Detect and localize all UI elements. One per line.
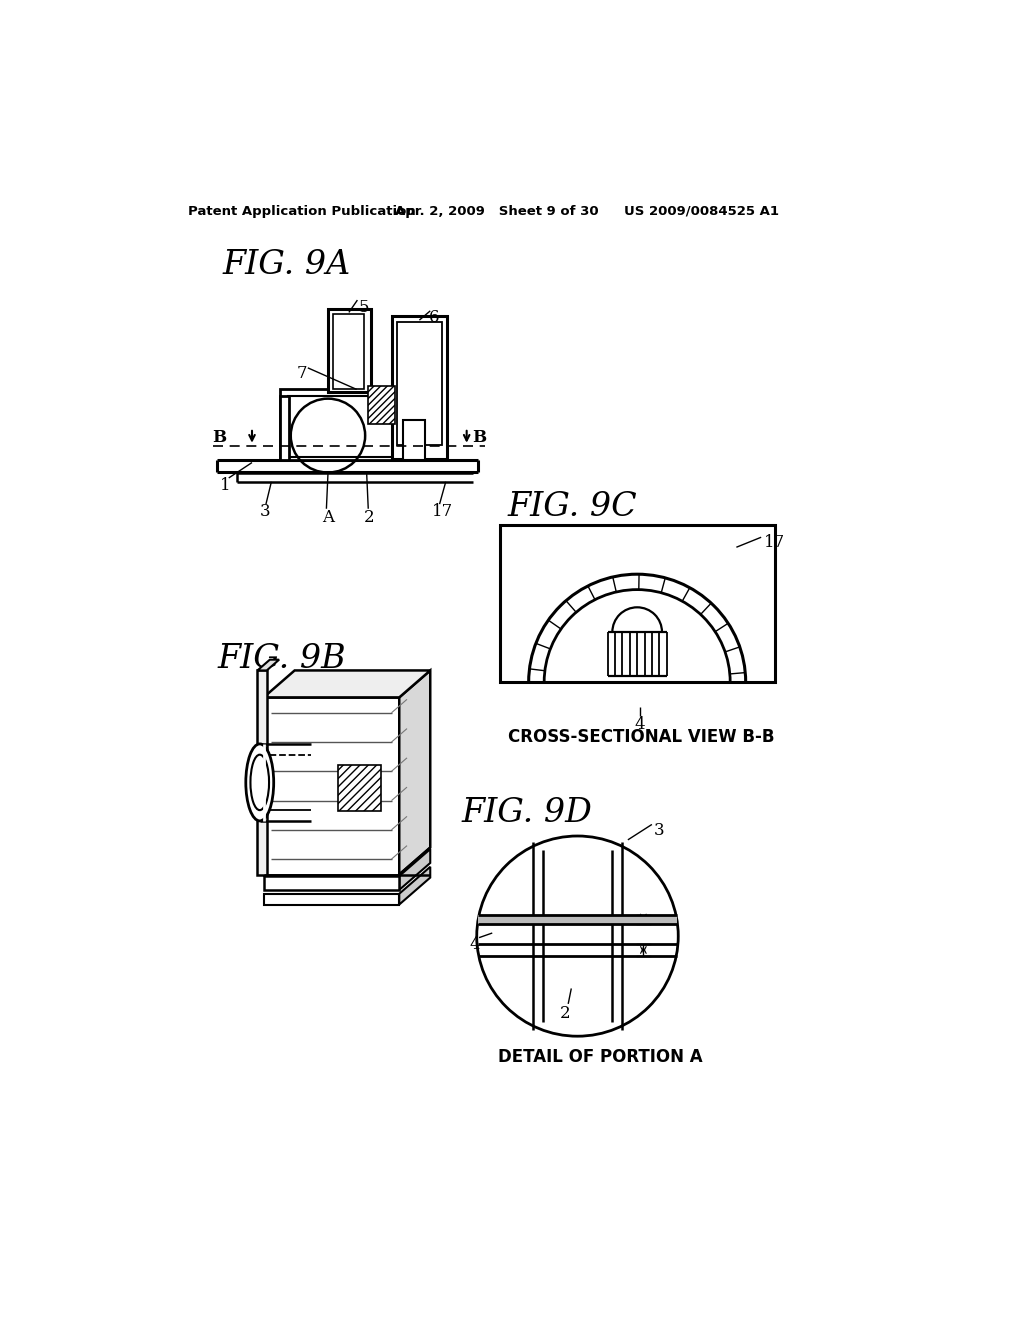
- Text: FIG. 9B: FIG. 9B: [218, 644, 346, 676]
- Text: 3: 3: [260, 503, 270, 520]
- Bar: [280, 396, 289, 461]
- Polygon shape: [257, 660, 280, 671]
- Polygon shape: [399, 671, 430, 875]
- Text: FIG. 9A: FIG. 9A: [222, 249, 351, 281]
- Text: Patent Application Publication: Patent Application Publication: [188, 205, 416, 218]
- Bar: [257, 671, 266, 875]
- Text: 2: 2: [364, 508, 374, 525]
- Text: A: A: [322, 508, 334, 525]
- Text: 5: 5: [359, 298, 370, 315]
- Text: 6: 6: [429, 309, 439, 326]
- Bar: [263, 894, 399, 904]
- Polygon shape: [263, 671, 430, 697]
- Text: 2: 2: [560, 1006, 570, 1023]
- Text: US 2009/0084525 A1: US 2009/0084525 A1: [624, 205, 779, 218]
- Bar: [403, 420, 425, 461]
- Text: 17: 17: [432, 503, 453, 520]
- Polygon shape: [399, 867, 430, 904]
- Text: FIG. 9D: FIG. 9D: [461, 797, 592, 829]
- Bar: [263, 697, 399, 875]
- Bar: [478, 915, 677, 924]
- Bar: [369, 385, 395, 424]
- Bar: [391, 317, 447, 459]
- Ellipse shape: [246, 744, 273, 821]
- Text: FIG. 9C: FIG. 9C: [508, 491, 637, 523]
- Bar: [334, 314, 365, 389]
- Text: CROSS-SECTIONAL VIEW B-B: CROSS-SECTIONAL VIEW B-B: [508, 729, 774, 746]
- Text: 7: 7: [297, 364, 307, 381]
- Bar: [397, 322, 442, 445]
- Text: B: B: [212, 429, 226, 446]
- Polygon shape: [399, 849, 430, 890]
- Text: 1: 1: [219, 478, 230, 494]
- Bar: [288, 396, 402, 457]
- Text: 4: 4: [469, 936, 479, 953]
- Bar: [280, 389, 410, 461]
- Bar: [328, 309, 371, 392]
- Bar: [338, 764, 381, 810]
- Text: Apr. 2, 2009   Sheet 9 of 30: Apr. 2, 2009 Sheet 9 of 30: [395, 205, 599, 218]
- Ellipse shape: [251, 755, 269, 810]
- Text: 4: 4: [634, 715, 645, 733]
- Bar: [500, 525, 775, 682]
- Text: 17: 17: [764, 535, 784, 552]
- Text: B: B: [472, 429, 486, 446]
- Text: 3: 3: [653, 822, 665, 840]
- Text: DETAIL OF PORTION A: DETAIL OF PORTION A: [499, 1048, 703, 1065]
- Bar: [263, 876, 399, 890]
